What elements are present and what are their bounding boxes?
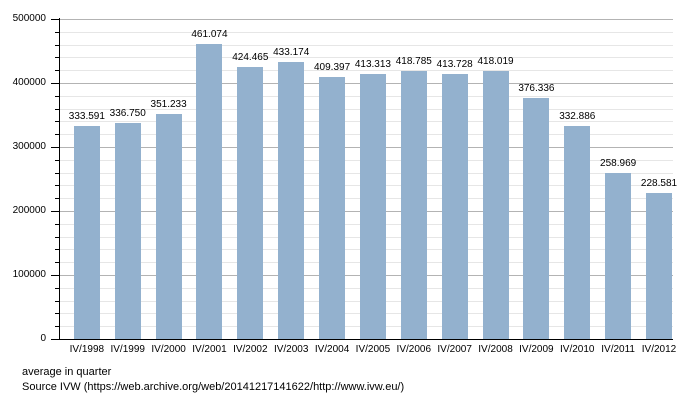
y-tick-label: 200000	[12, 205, 46, 216]
y-axis-line	[59, 18, 60, 339]
minor-gridline	[60, 57, 673, 59]
x-tick-label: IV/2011	[601, 344, 635, 355]
y-tick-label: 0	[40, 333, 46, 344]
bar-value-label: 418.019	[477, 56, 514, 68]
y-tick-label: 300000	[12, 141, 46, 152]
y-minor-tick	[55, 95, 59, 97]
y-minor-tick	[55, 172, 59, 174]
y-minor-tick	[55, 313, 59, 315]
y-major-tick	[51, 211, 59, 212]
bar-value-label: 336.750	[109, 108, 146, 120]
bar-value-label: 418.785	[395, 55, 432, 67]
bar-value-label: 413.728	[436, 59, 473, 71]
y-minor-tick	[55, 249, 59, 251]
y-minor-tick	[55, 44, 59, 46]
bar	[400, 70, 427, 339]
bar	[73, 125, 100, 339]
y-tick-label: 400000	[12, 77, 46, 88]
bar	[359, 74, 386, 339]
x-tick-label: IV/2005	[355, 344, 391, 355]
x-tick-label: IV/2001	[192, 344, 227, 355]
bar-value-label: 228.581	[640, 177, 678, 189]
x-axis-line	[59, 339, 673, 340]
y-minor-tick	[55, 70, 59, 72]
x-tick-label: IV/1999	[110, 344, 145, 355]
bar	[564, 125, 591, 339]
x-tick-label: IV/2009	[519, 344, 554, 355]
y-major-tick	[51, 339, 59, 340]
y-minor-tick	[55, 134, 59, 136]
bar	[319, 76, 346, 339]
y-minor-tick	[55, 223, 59, 225]
y-major-tick	[51, 83, 59, 84]
y-minor-tick	[55, 262, 59, 264]
bar	[523, 98, 550, 339]
bar-value-label: 409.397	[313, 61, 351, 73]
y-minor-tick	[55, 159, 59, 161]
y-minor-tick	[55, 300, 59, 302]
chart-source: Source IVW (https://web.archive.org/web/…	[22, 381, 405, 393]
minor-gridline	[60, 70, 673, 72]
x-tick-label: IV/2000	[151, 344, 186, 355]
y-minor-tick	[55, 31, 59, 33]
y-minor-tick	[55, 326, 59, 328]
y-minor-tick	[55, 57, 59, 59]
x-tick-label: IV/2010	[560, 344, 595, 355]
x-tick-label: IV/2002	[233, 344, 268, 355]
x-tick-label: IV/2004	[314, 344, 350, 355]
bar	[237, 67, 264, 339]
bar-value-label: 258.969	[600, 158, 637, 170]
bar	[441, 74, 468, 339]
bar	[605, 173, 632, 339]
minor-gridline	[60, 44, 673, 46]
major-gridline	[60, 19, 673, 20]
bar-value-label: 332.886	[559, 110, 596, 122]
x-tick-label: IV/1998	[69, 344, 105, 355]
bar	[114, 123, 141, 339]
bar-value-label: 413.313	[354, 59, 391, 71]
x-tick-label: IV/2006	[396, 344, 432, 355]
bar-value-label: 461.074	[191, 28, 228, 40]
x-tick-label: IV/2008	[478, 344, 513, 355]
y-minor-tick	[55, 198, 59, 200]
bar	[482, 71, 509, 339]
y-tick-label: 500000	[12, 13, 46, 24]
bar-value-label: 433.174	[273, 46, 310, 58]
bar-value-label: 351.233	[150, 99, 187, 111]
x-tick-label: IV/2003	[273, 344, 309, 355]
bar	[196, 43, 223, 339]
y-minor-tick	[55, 108, 59, 110]
y-tick-label: 100000	[12, 269, 46, 280]
y-major-tick	[51, 147, 59, 148]
x-tick-label: IV/2007	[437, 344, 472, 355]
bar	[155, 114, 182, 339]
bar	[646, 192, 672, 339]
y-minor-tick	[55, 287, 59, 289]
bar-value-label: 333.591	[68, 110, 105, 122]
y-minor-tick	[55, 121, 59, 123]
y-major-tick	[51, 275, 59, 276]
x-tick-label: IV/2012	[641, 344, 677, 355]
bar	[278, 61, 305, 339]
bar-value-label: 376.336	[518, 83, 555, 95]
y-minor-tick	[55, 236, 59, 238]
y-minor-tick	[55, 185, 59, 187]
bar-value-label: 424.465	[232, 52, 269, 64]
chart-note: average in quarter	[22, 366, 112, 378]
y-major-tick	[51, 19, 59, 20]
minor-gridline	[60, 31, 673, 33]
